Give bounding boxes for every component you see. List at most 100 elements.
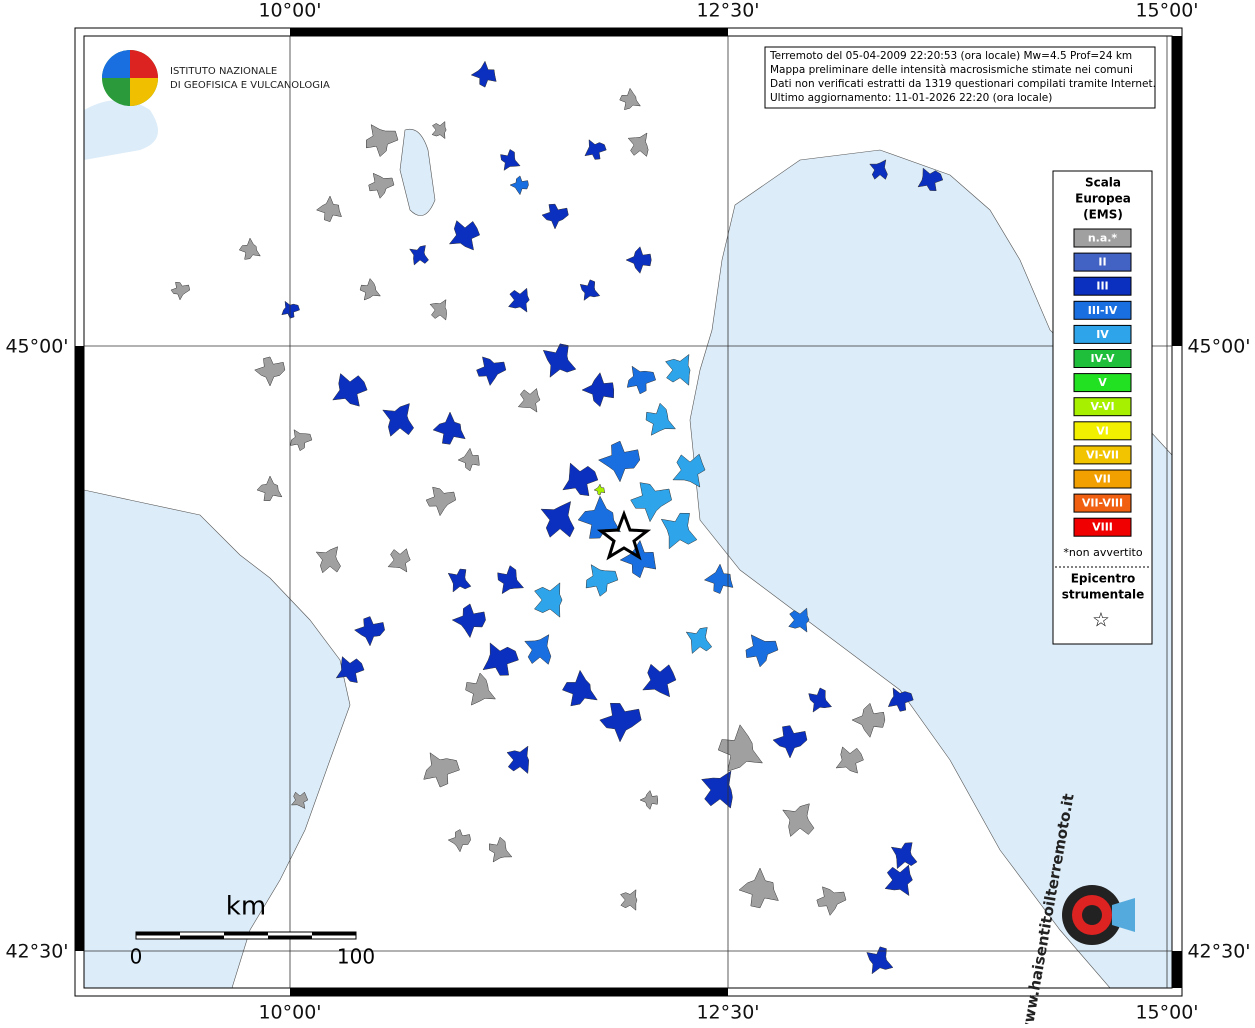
municipality [626, 365, 657, 395]
scale-unit: km [226, 892, 266, 922]
logo-globe [102, 50, 130, 78]
legend-title: Scala [1085, 176, 1121, 190]
legend-label: IV-V [1090, 352, 1115, 365]
municipality [597, 440, 641, 483]
lat-label: 42°30' [5, 941, 68, 963]
legend-swatch [1073, 349, 1132, 368]
lat-label: 42°30' [1187, 941, 1250, 963]
legend-label: VII-VIII [1082, 497, 1123, 510]
municipality [256, 475, 283, 502]
info-line: Terremoto del 05-04-2009 22:20:53 (ora l… [769, 50, 1132, 62]
municipality [665, 353, 691, 386]
municipality [423, 752, 460, 788]
legend-label: n.a.* [1088, 232, 1118, 245]
tyrrhenian-sea [83, 489, 351, 989]
municipality [869, 159, 888, 180]
institute-name: ISTITUTO NAZIONALE [170, 66, 277, 77]
municipality [489, 836, 513, 863]
scale-bar-seg [180, 935, 224, 939]
frame-band [290, 28, 728, 36]
municipality [508, 287, 530, 313]
municipality [619, 539, 657, 579]
legend-swatch [1073, 300, 1132, 320]
lon-label: 10°00' [258, 0, 321, 22]
scale-bar [135, 931, 357, 940]
logo-globe [130, 50, 158, 78]
legend-epicentre: strumentale [1062, 588, 1145, 602]
legend-label: IV [1096, 328, 1109, 341]
municipality [866, 946, 894, 975]
legend-swatch [1073, 445, 1132, 465]
legend-label: III-IV [1088, 304, 1118, 317]
municipality [562, 462, 599, 496]
municipality [482, 642, 519, 676]
legend-label: VIII [1092, 521, 1113, 534]
municipality [540, 501, 575, 538]
institute-name: DI GEOFISICA E VULCANOLOGIA [170, 80, 330, 91]
legend-swatch [1073, 276, 1132, 296]
lon-label: 15°00' [1135, 0, 1198, 22]
municipality [315, 195, 342, 223]
municipality [581, 372, 615, 408]
municipality [703, 563, 734, 594]
municipality [541, 203, 569, 230]
municipality [619, 87, 641, 111]
legend-title: Europea [1075, 192, 1131, 206]
municipality [884, 864, 913, 897]
municipality [738, 867, 779, 909]
municipality [542, 343, 577, 378]
adriatic-sea [689, 149, 1173, 989]
info-line: Ultimo aggiornamento: 11-01-2026 22:20 (… [770, 92, 1052, 104]
legend-swatch [1073, 252, 1132, 272]
municipality [332, 373, 368, 407]
municipality [366, 124, 399, 158]
frame-band [290, 988, 728, 996]
municipality [447, 829, 471, 853]
lon-label: 15°00' [1135, 1002, 1198, 1024]
municipality [584, 139, 607, 160]
site-logo-ring [1082, 905, 1102, 925]
municipality [353, 616, 385, 647]
municipality [509, 175, 529, 196]
municipality [660, 512, 698, 550]
municipality [254, 356, 286, 387]
municipality [290, 429, 313, 452]
municipality [170, 281, 191, 301]
municipality [448, 220, 481, 251]
municipality [630, 482, 672, 523]
municipality [457, 447, 480, 472]
municipality [772, 725, 808, 759]
lat-label: 45°00' [1187, 336, 1250, 358]
municipality [672, 453, 706, 488]
scale-bar-seg [224, 932, 268, 936]
frame-band [1172, 951, 1182, 988]
municipality [431, 120, 447, 140]
municipality [506, 745, 529, 775]
lake [399, 128, 436, 216]
municipality [599, 702, 642, 743]
municipality [639, 790, 659, 810]
legend-label: VII [1094, 473, 1111, 486]
lon-label: 10°00' [258, 1002, 321, 1024]
municipality [290, 791, 309, 809]
epicentre-star [596, 509, 652, 561]
scale-bar-seg [312, 932, 356, 936]
municipality [887, 687, 914, 712]
municipality [524, 634, 552, 665]
legend-symbol: ☆ [1092, 608, 1110, 632]
municipality [359, 277, 381, 301]
municipality [890, 842, 918, 870]
municipality [701, 770, 733, 809]
municipality [432, 411, 466, 445]
legend-swatch [1073, 517, 1132, 537]
municipality [451, 603, 486, 639]
legend-swatch [1073, 493, 1132, 513]
municipality [625, 246, 652, 274]
municipality [685, 627, 713, 655]
legend-swatch [1073, 228, 1132, 248]
legend-swatch [1073, 324, 1132, 344]
municipality [281, 300, 300, 319]
municipality [335, 656, 365, 684]
municipality [497, 565, 525, 595]
